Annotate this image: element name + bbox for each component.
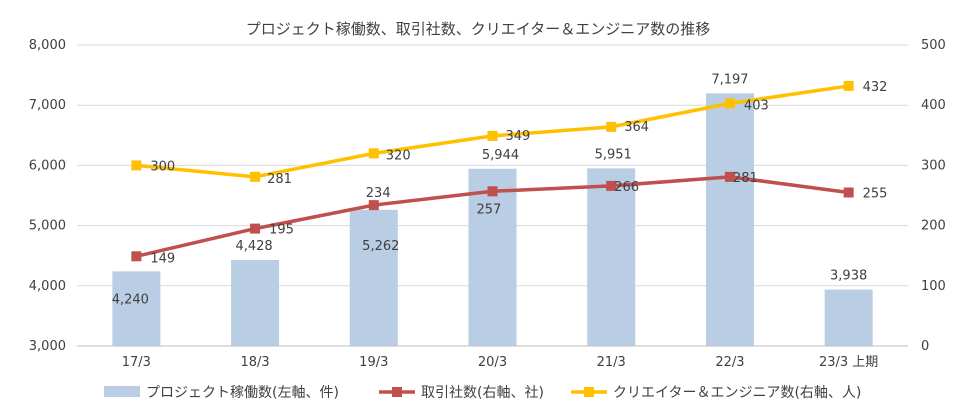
right-axis-tick-label: 200 — [921, 219, 946, 234]
series-marker — [368, 200, 379, 211]
line-data-label: 255 — [863, 186, 888, 201]
legend-swatch-marker — [392, 387, 402, 397]
left-axis-tick-label: 5,000 — [29, 219, 66, 234]
x-axis-tick-label: 19/3 — [359, 355, 388, 370]
bar — [231, 260, 280, 346]
x-axis: 17/3 18/3 19/3 20/3 21/3 22/3 23/3 上期 — [77, 345, 908, 370]
bar-data-label: 5,944 — [482, 148, 519, 163]
line-data-label: 349 — [506, 129, 531, 144]
line-data-label: 300 — [150, 159, 175, 174]
x-axis-tick-label: 20/3 — [478, 355, 507, 370]
series-marker — [724, 98, 735, 109]
left-axis-tick-label: 4,000 — [29, 279, 66, 294]
right-axis-tick-label: 300 — [921, 158, 946, 173]
series-marker — [843, 80, 854, 91]
right-axis-tick-label: 100 — [921, 279, 946, 294]
left-axis-tick-label: 6,000 — [29, 158, 66, 173]
right-axis-tick-label: 500 — [921, 38, 946, 53]
bar — [349, 209, 398, 346]
right-axis-tick-label: 400 — [921, 98, 946, 113]
series-marker — [131, 251, 142, 262]
line-data-label: 266 — [614, 180, 639, 195]
bar-data-label: 5,262 — [362, 239, 399, 254]
series-marker — [606, 180, 617, 191]
bar-data-label: 4,240 — [112, 292, 149, 307]
bar-series — [112, 93, 873, 346]
right-axis-tick-label: 0 — [921, 339, 929, 354]
legend-label: プロジェクト稼働数(左軸、件) — [146, 385, 339, 401]
left-axis-tick-label: 7,000 — [29, 98, 66, 113]
chart-title: プロジェクト稼働数、取引社数、クリエイター＆エンジニア数の推移 — [246, 20, 710, 38]
bar — [705, 93, 754, 346]
series-marker — [250, 223, 261, 234]
series-marker — [487, 130, 498, 141]
line-data-label: 149 — [150, 251, 175, 266]
line-data-label: 364 — [624, 120, 649, 135]
line-data-label: 257 — [477, 202, 502, 217]
line-data-label: 281 — [267, 172, 292, 187]
bar — [468, 168, 517, 346]
line-series — [131, 80, 854, 262]
line-data-label: 281 — [733, 171, 758, 186]
series-marker — [724, 171, 735, 182]
line-data-label: 234 — [366, 186, 391, 201]
line-data-label: 403 — [744, 98, 769, 113]
bar-data-label: 7,197 — [711, 72, 748, 87]
left-axis: 3,000 4,000 5,000 6,000 7,000 8,000 — [29, 38, 66, 354]
left-axis-tick-label: 8,000 — [29, 38, 66, 53]
legend: プロジェクト稼働数(左軸、件) 取引社数(右軸、社) クリエイター＆エンジニア数(右… — [104, 385, 861, 401]
series-marker — [843, 187, 854, 198]
legend-label: クリエイター＆エンジニア数(右軸、人) — [613, 385, 861, 401]
right-axis: 0 100 200 300 400 500 — [921, 38, 946, 354]
x-axis-tick-label: 17/3 — [122, 355, 151, 370]
bar-data-label: 3,938 — [830, 269, 867, 284]
line-data-label: 432 — [863, 80, 888, 95]
bar — [824, 289, 873, 346]
legend-swatch-bar — [104, 386, 140, 397]
line-data-label: 320 — [386, 148, 411, 163]
legend-label: 取引社数(右軸、社) — [421, 385, 544, 401]
legend-swatch-marker — [584, 387, 594, 397]
series-marker — [250, 171, 261, 182]
x-axis-tick-label: 23/3 上期 — [819, 355, 878, 370]
line-data-label: 195 — [269, 223, 294, 238]
bar-data-label: 5,951 — [595, 147, 632, 162]
left-axis-tick-label: 3,000 — [29, 339, 66, 354]
data-labels: 4,240 4,428 5,262 5,944 5,951 7,197 3,938 149 19… — [112, 72, 888, 307]
bar-data-label: 4,428 — [235, 239, 272, 254]
bar — [587, 168, 636, 346]
series-marker — [368, 148, 379, 159]
x-axis-tick-label: 21/3 — [597, 355, 626, 370]
x-axis-tick-label: 18/3 — [240, 355, 269, 370]
series-marker — [131, 160, 142, 171]
bar — [112, 271, 161, 346]
series-marker — [487, 186, 498, 197]
x-axis-tick-label: 22/3 — [715, 355, 744, 370]
series-marker — [606, 121, 617, 132]
